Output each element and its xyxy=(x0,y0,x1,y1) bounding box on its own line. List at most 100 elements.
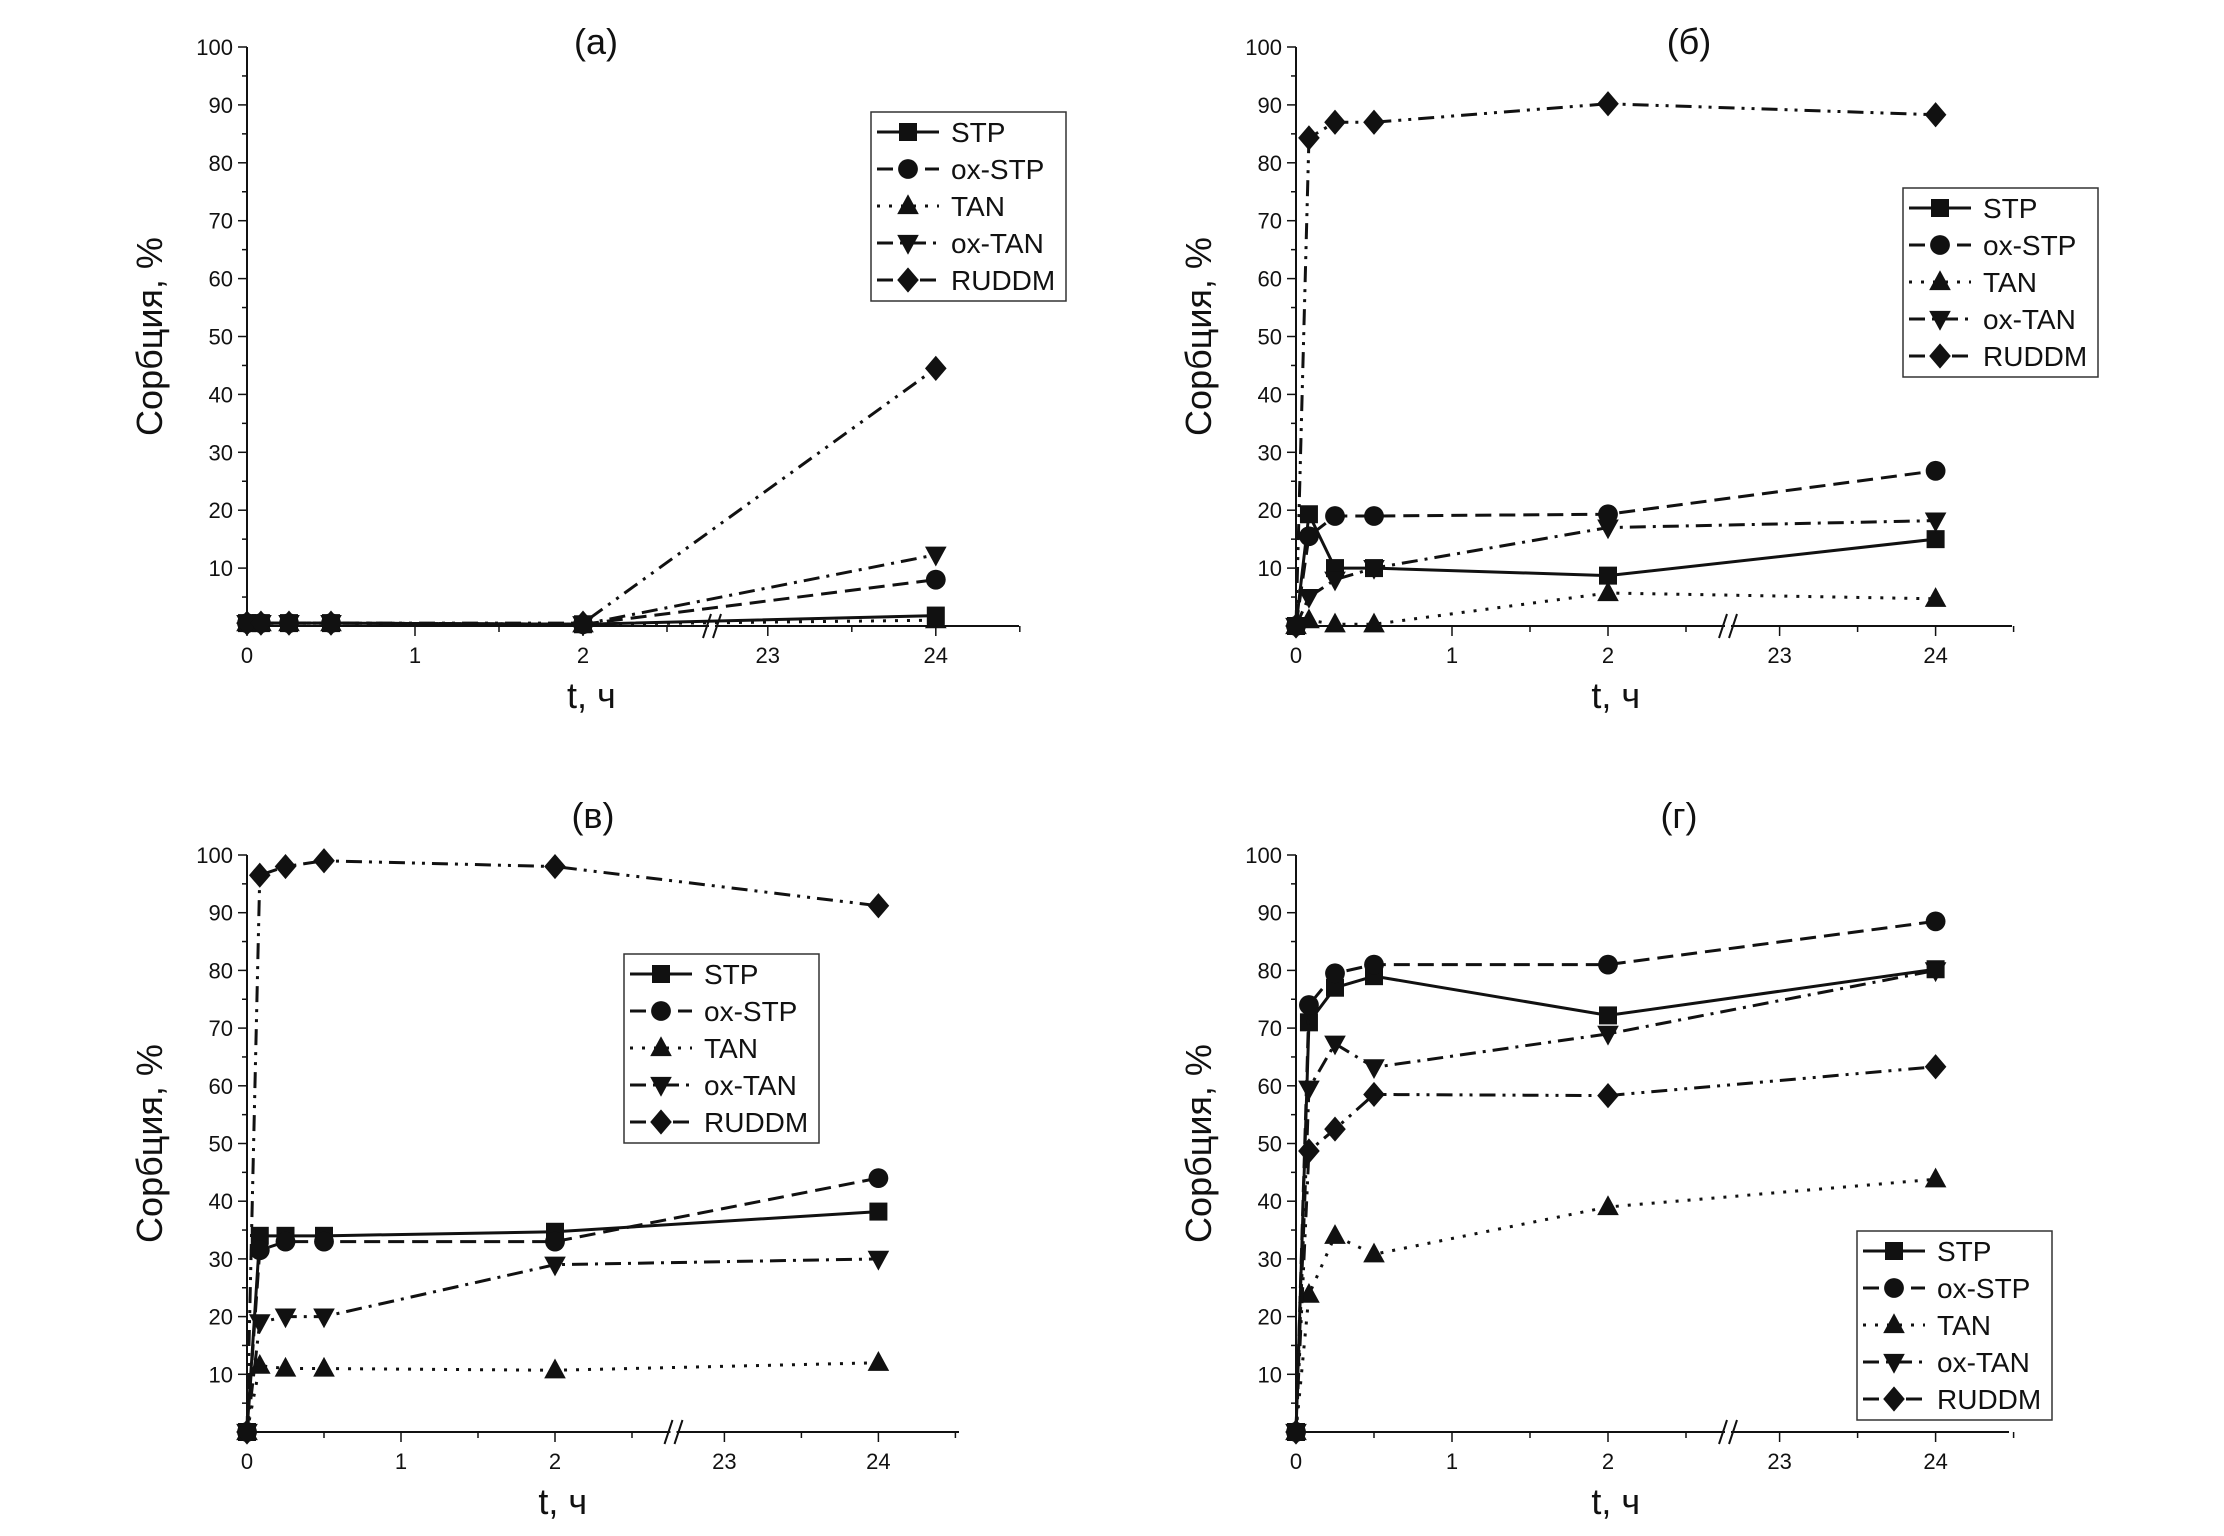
legend-label: TAN xyxy=(1983,267,2037,298)
triangle-down-marker xyxy=(1363,560,1385,580)
series-ox-TAN xyxy=(236,1250,890,1444)
legend-label: ox-TAN xyxy=(704,1070,797,1101)
y-tick-label: 50 xyxy=(1258,1132,1282,1157)
x-tick-label: 24 xyxy=(1923,643,1947,668)
y-tick-label: 60 xyxy=(209,1074,233,1099)
triangle-down-marker xyxy=(1597,519,1619,540)
triangle-down-marker xyxy=(1363,1059,1385,1080)
triangle-down-marker xyxy=(248,1314,271,1335)
triangle-up-marker xyxy=(544,1358,566,1379)
y-tick-label: 100 xyxy=(1245,843,1282,868)
series-TAN xyxy=(1285,1167,1947,1441)
legend-label: ox-STP xyxy=(704,996,797,1027)
y-tick-label: 10 xyxy=(1258,556,1282,581)
series-line xyxy=(1294,469,1936,627)
series-line xyxy=(1294,968,1936,1433)
series-ox-STP xyxy=(1286,460,1946,636)
y-tick-label: 50 xyxy=(209,1132,233,1157)
y-tick-label: 40 xyxy=(1258,1189,1282,1214)
y-tick-label: 70 xyxy=(1258,1016,1282,1041)
axis-break-mark xyxy=(1718,613,1738,639)
square-marker xyxy=(869,1202,888,1221)
y-tick-label: 90 xyxy=(1258,93,1282,118)
diamond-marker xyxy=(1298,1138,1320,1164)
legend-label: ox-TAN xyxy=(1937,1347,2030,1378)
x-tick-label: 2 xyxy=(1602,643,1614,668)
diamond-marker xyxy=(1324,1116,1346,1142)
y-tick-label: 50 xyxy=(1258,325,1282,350)
y-tick-label: 30 xyxy=(209,440,233,465)
circle-marker xyxy=(1884,1278,1904,1298)
diamond-marker xyxy=(274,853,297,880)
series-line xyxy=(245,1210,879,1433)
diamond-marker xyxy=(236,610,258,636)
series-line xyxy=(247,367,937,625)
series-ox-STP xyxy=(237,1168,889,1442)
series-RUDDM xyxy=(236,355,947,636)
x-tick-label: 0 xyxy=(1290,1449,1302,1474)
y-tick-label: 60 xyxy=(1258,1074,1282,1099)
square-marker xyxy=(899,123,917,141)
diamond-marker xyxy=(572,610,594,636)
diamond-marker xyxy=(1324,109,1346,135)
triangle-down-marker xyxy=(897,234,919,255)
x-axis-label: t, ч xyxy=(567,675,616,716)
y-tick-label: 100 xyxy=(196,35,233,60)
legend-label: RUDDM xyxy=(704,1107,808,1138)
y-tick-label: 40 xyxy=(209,382,233,407)
triangle-down-marker xyxy=(274,1308,297,1329)
triangle-down-marker xyxy=(1924,512,1947,533)
x-tick-label: 1 xyxy=(395,1449,407,1474)
triangle-down-marker xyxy=(1929,310,1951,331)
y-tick-label: 80 xyxy=(1258,151,1282,176)
diamond-marker xyxy=(1285,1419,1307,1445)
triangle-down-marker xyxy=(1298,588,1320,609)
legend: STP ox-STP TAN ox-TAN RUDDM xyxy=(623,953,820,1144)
diamond-marker xyxy=(1924,1054,1947,1080)
triangle-up-marker xyxy=(1597,1195,1619,1216)
square-marker xyxy=(1599,1006,1617,1025)
legend-label: ox-TAN xyxy=(1983,304,2076,335)
chart-title: (г) xyxy=(1660,795,1697,836)
circle-marker xyxy=(651,1001,671,1021)
y-tick-label: 70 xyxy=(209,1016,233,1041)
diamond-marker xyxy=(1363,109,1385,135)
triangle-up-marker xyxy=(1363,1242,1385,1263)
circle-marker xyxy=(1299,995,1319,1015)
y-tick-label: 30 xyxy=(1258,440,1282,465)
circle-marker xyxy=(275,1231,296,1252)
x-tick-label: 1 xyxy=(1446,1449,1458,1474)
y-tick-label: 30 xyxy=(1258,1247,1282,1272)
series-line xyxy=(1294,967,1936,1433)
diamond-marker xyxy=(1597,1083,1619,1109)
y-tick-label: 70 xyxy=(1258,209,1282,234)
diamond-marker xyxy=(867,893,890,919)
triangle-down-marker xyxy=(867,1250,890,1271)
triangle-down-marker xyxy=(544,1256,566,1277)
series-line xyxy=(1294,1177,1936,1433)
triangle-down-marker xyxy=(1324,571,1346,592)
diamond-marker xyxy=(1929,343,1951,369)
chart-panel-2: (в) 10 20 30 40 50 60 70 80 90 100 0 1 2 23 24 Сорбция, … xyxy=(129,795,959,1522)
triangle-down-marker xyxy=(650,1076,672,1097)
triangle-down-marker xyxy=(1298,1080,1320,1101)
y-tick-label: 20 xyxy=(1258,498,1282,523)
triangle-up-marker xyxy=(1324,612,1346,633)
circle-marker xyxy=(545,1231,565,1252)
triangle-up-marker xyxy=(1597,581,1619,602)
circle-marker xyxy=(1925,460,1946,481)
series-line xyxy=(245,1176,879,1433)
legend: STP ox-STP TAN ox-TAN RUDDM xyxy=(1902,187,2099,378)
circle-marker xyxy=(1598,504,1618,525)
y-tick-label: 80 xyxy=(209,151,233,176)
triangle-up-marker xyxy=(1324,1224,1346,1244)
square-marker xyxy=(1326,978,1344,997)
series-line xyxy=(1294,102,1936,627)
y-tick-label: 90 xyxy=(1258,901,1282,926)
triangle-up-marker xyxy=(897,194,919,215)
chart-title: (а) xyxy=(574,21,618,62)
legend-label: STP xyxy=(704,959,758,990)
diamond-marker xyxy=(650,1109,672,1135)
series-ox-STP xyxy=(1286,911,1946,1442)
